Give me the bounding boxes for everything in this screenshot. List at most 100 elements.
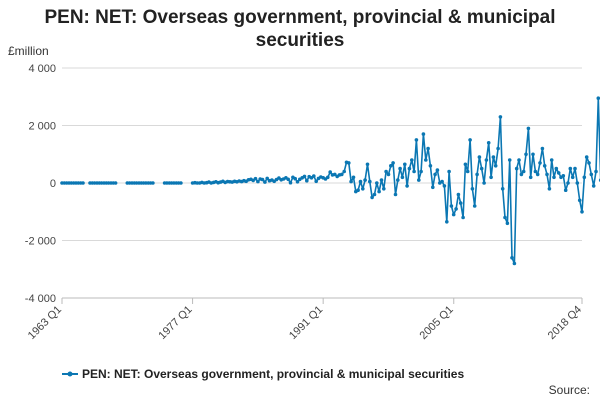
- data-point: [433, 172, 437, 177]
- data-point: [479, 166, 484, 171]
- data-point: [447, 169, 451, 174]
- data-point: [566, 181, 570, 185]
- data-point: [521, 169, 526, 174]
- data-point: [489, 175, 493, 180]
- data-point: [256, 179, 260, 184]
- x-tick-label: 1991 Q1: [287, 304, 325, 342]
- data-point: [468, 138, 472, 142]
- data-point: [260, 177, 265, 182]
- data-point: [382, 187, 386, 191]
- data-point: [587, 161, 591, 165]
- data-point: [575, 181, 580, 185]
- y-tick-label: 0: [50, 178, 56, 190]
- data-point: [351, 175, 356, 180]
- data-point: [454, 207, 458, 211]
- data-point: [582, 175, 587, 180]
- data-point: [503, 215, 507, 220]
- data-point: [375, 181, 379, 185]
- data-point: [113, 181, 118, 185]
- data-point: [386, 172, 391, 177]
- data-point: [596, 96, 600, 100]
- data-point: [253, 176, 258, 181]
- data-point: [419, 169, 423, 174]
- data-point: [482, 181, 486, 185]
- source-label: Source:: [548, 383, 590, 397]
- data-point: [431, 185, 435, 190]
- data-point: [368, 179, 372, 184]
- data-point: [391, 161, 395, 165]
- data-point: [510, 255, 514, 260]
- data-point: [421, 132, 426, 136]
- y-tick-label: 4 000: [28, 63, 56, 75]
- data-point: [349, 179, 353, 184]
- data-point: [512, 261, 517, 266]
- data-point: [356, 188, 360, 192]
- y-tick-label: -4 000: [25, 293, 56, 305]
- data-point: [456, 192, 461, 197]
- data-point: [577, 198, 582, 203]
- data-point: [498, 115, 503, 119]
- data-point: [405, 184, 409, 188]
- data-point: [594, 169, 598, 174]
- data-point: [552, 175, 556, 180]
- data-point: [407, 166, 412, 171]
- data-point: [377, 189, 381, 194]
- data-point: [486, 141, 491, 145]
- data-point: [549, 158, 554, 162]
- data-point: [435, 168, 440, 172]
- data-point: [519, 172, 524, 177]
- data-point: [312, 174, 316, 178]
- data-point: [547, 187, 552, 191]
- x-tick-label: 2018 Q4: [546, 304, 584, 342]
- data-point: [451, 212, 456, 217]
- data-point: [493, 164, 498, 168]
- data-point: [580, 210, 584, 214]
- data-point: [591, 184, 596, 188]
- data-point: [412, 169, 416, 174]
- data-point: [428, 164, 433, 168]
- legend-swatch-marker: [67, 371, 73, 377]
- data-point: [533, 169, 538, 174]
- data-point: [263, 180, 267, 184]
- data-point: [293, 176, 298, 181]
- data-point: [340, 172, 344, 177]
- data-point: [570, 175, 575, 180]
- y-tick-label: 2 000: [28, 121, 56, 133]
- data-point: [470, 187, 475, 191]
- data-point: [477, 155, 482, 159]
- x-tick-label: 1963 Q1: [26, 304, 64, 342]
- data-point: [302, 174, 307, 179]
- data-point: [295, 180, 300, 184]
- data-point: [442, 184, 447, 188]
- data-point: [440, 179, 444, 184]
- data-point: [398, 166, 402, 171]
- data-point: [484, 158, 489, 162]
- data-point: [449, 204, 454, 208]
- data-point: [554, 166, 559, 171]
- data-point: [542, 164, 547, 168]
- data-point: [384, 169, 388, 174]
- data-point: [507, 158, 512, 162]
- data-point: [514, 166, 519, 171]
- data-point: [326, 175, 330, 180]
- data-point: [410, 158, 414, 162]
- data-point: [472, 204, 477, 208]
- legend-label: PEN: NET: Overseas government, provincia…: [82, 367, 464, 381]
- data-point: [573, 166, 577, 171]
- data-point: [400, 175, 405, 180]
- data-point: [417, 178, 421, 182]
- data-point: [458, 201, 463, 205]
- data-point: [561, 174, 566, 178]
- data-point: [328, 170, 333, 174]
- data-point: [370, 195, 374, 200]
- x-tick-label: 1977 Q1: [156, 304, 194, 342]
- data-point: [393, 192, 398, 197]
- data-point: [528, 175, 533, 180]
- data-point: [500, 187, 505, 191]
- data-point: [496, 146, 500, 151]
- data-point: [584, 155, 589, 159]
- data-point: [475, 172, 479, 177]
- chart-title: PEN: NET: Overseas government, provincia…: [44, 7, 556, 51]
- data-point: [526, 126, 531, 131]
